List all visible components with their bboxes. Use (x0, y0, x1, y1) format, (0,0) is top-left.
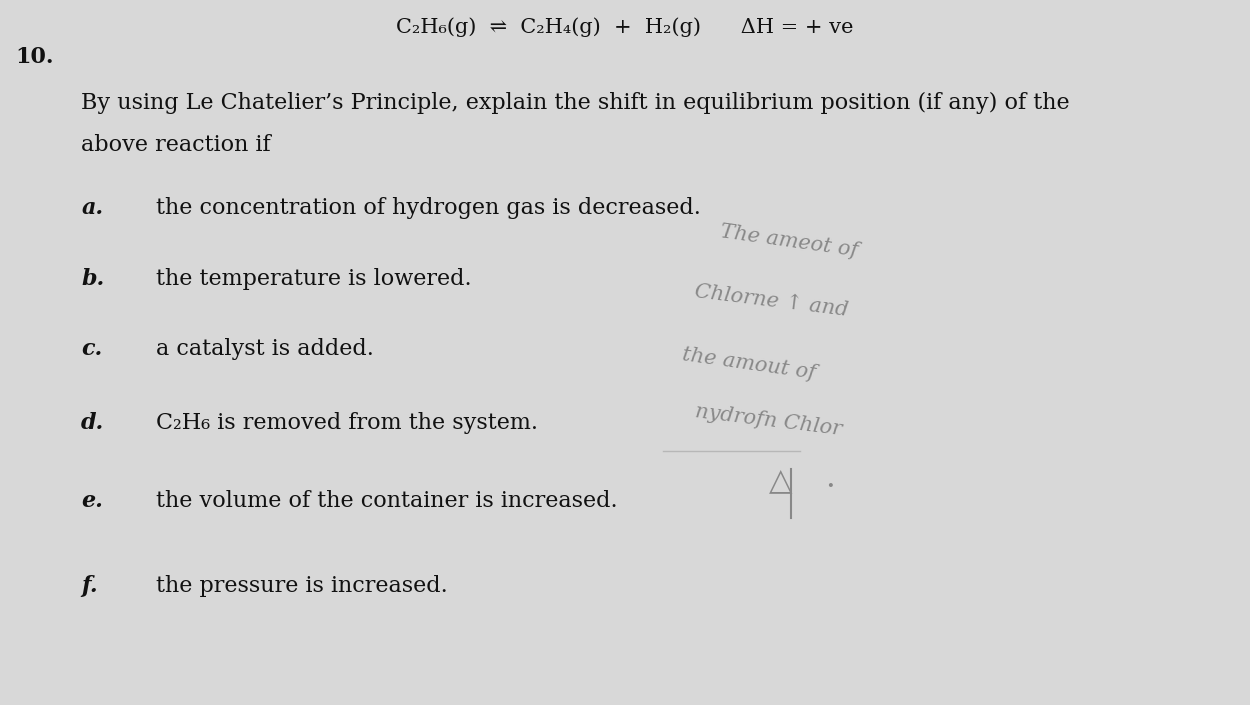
Text: e.: e. (81, 490, 102, 512)
Text: the concentration of hydrogen gas is decreased.: the concentration of hydrogen gas is dec… (156, 197, 701, 219)
Text: Chlorne ↑ and: Chlorne ↑ and (694, 282, 850, 320)
Text: the volume of the container is increased.: the volume of the container is increased… (156, 490, 618, 512)
Text: nydrofn Chlor: nydrofn Chlor (694, 402, 843, 439)
Text: above reaction if: above reaction if (81, 134, 271, 156)
Text: The ameot of: The ameot of (719, 222, 859, 260)
Text: △: △ (769, 465, 792, 496)
Text: f.: f. (81, 575, 98, 596)
Text: C₂H₆ is removed from the system.: C₂H₆ is removed from the system. (156, 412, 539, 434)
Text: the temperature is lowered.: the temperature is lowered. (156, 268, 472, 290)
Text: .: . (825, 463, 835, 494)
Text: a.: a. (81, 197, 104, 219)
Text: d.: d. (81, 412, 105, 434)
Text: a catalyst is added.: a catalyst is added. (156, 338, 374, 360)
Text: C₂H₆(g)  ⇌  C₂H₄(g)  +  H₂(g)      ΔH = + ve: C₂H₆(g) ⇌ C₂H₄(g) + H₂(g) ΔH = + ve (396, 18, 854, 37)
Text: the amout of: the amout of (681, 345, 818, 383)
Text: c.: c. (81, 338, 102, 360)
Text: the pressure is increased.: the pressure is increased. (156, 575, 448, 596)
Text: 10.: 10. (15, 46, 54, 68)
Text: b.: b. (81, 268, 105, 290)
Text: By using Le Chatelier’s Principle, explain the shift in equilibrium position (if: By using Le Chatelier’s Principle, expla… (81, 92, 1070, 114)
